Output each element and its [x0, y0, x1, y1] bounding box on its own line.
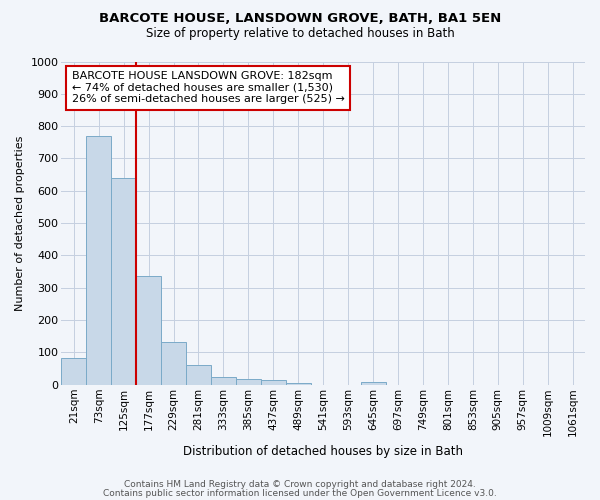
Bar — [86, 136, 111, 385]
Bar — [361, 382, 386, 385]
Bar — [211, 376, 236, 385]
Text: BARCOTE HOUSE, LANSDOWN GROVE, BATH, BA1 5EN: BARCOTE HOUSE, LANSDOWN GROVE, BATH, BA1… — [99, 12, 501, 26]
Text: BARCOTE HOUSE LANSDOWN GROVE: 182sqm
← 74% of detached houses are smaller (1,530: BARCOTE HOUSE LANSDOWN GROVE: 182sqm ← 7… — [72, 71, 344, 104]
Bar — [186, 366, 211, 385]
Bar — [61, 358, 86, 385]
Bar — [286, 382, 311, 385]
X-axis label: Distribution of detached houses by size in Bath: Distribution of detached houses by size … — [183, 444, 463, 458]
Y-axis label: Number of detached properties: Number of detached properties — [15, 136, 25, 311]
Bar — [136, 276, 161, 385]
Bar — [161, 342, 186, 385]
Bar — [261, 380, 286, 385]
Text: Size of property relative to detached houses in Bath: Size of property relative to detached ho… — [146, 28, 454, 40]
Text: Contains HM Land Registry data © Crown copyright and database right 2024.: Contains HM Land Registry data © Crown c… — [124, 480, 476, 489]
Text: Contains public sector information licensed under the Open Government Licence v3: Contains public sector information licen… — [103, 488, 497, 498]
Bar — [111, 178, 136, 385]
Bar — [236, 379, 261, 385]
